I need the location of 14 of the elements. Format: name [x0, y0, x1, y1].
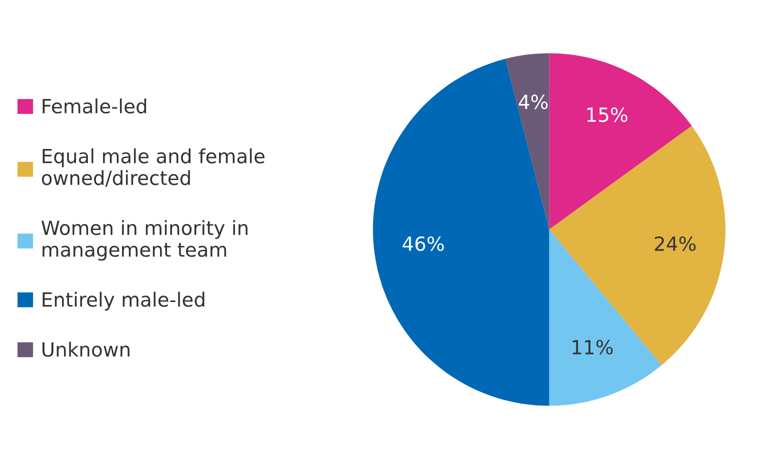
pie-slice — [549, 53, 692, 230]
data-label: 4% — [518, 94, 548, 110]
data-label: 46% — [402, 236, 444, 252]
legend-label: Equal male and female owned/directed — [42, 148, 264, 187]
pie-slice — [549, 126, 726, 366]
data-label: 15% — [587, 107, 628, 122]
pie-slice — [372, 58, 550, 406]
data-label: 11% — [572, 340, 613, 355]
legend-label: Unknown — [42, 342, 130, 357]
legend-label: Women in minority in management team — [41, 220, 248, 261]
data-label: 24% — [654, 236, 696, 252]
pie-slice — [505, 53, 550, 230]
legend-label: Entirely male-led — [42, 292, 204, 311]
legend-label: Female-led — [42, 98, 146, 114]
